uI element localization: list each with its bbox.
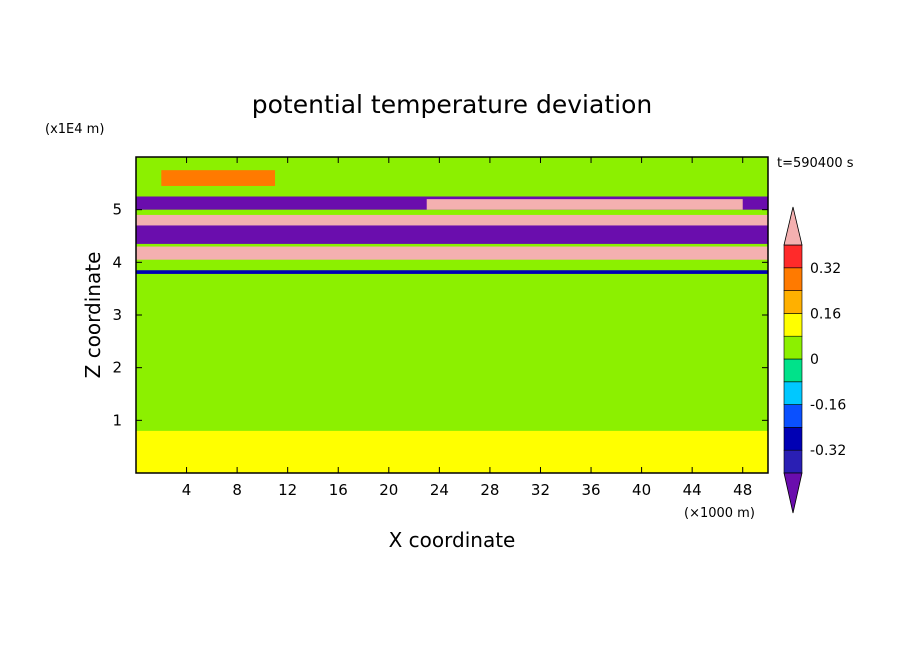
field-band-6 (136, 270, 768, 274)
x-tick-label: 4 (182, 481, 192, 499)
y-tick-label: 1 (112, 411, 122, 429)
colorbar-tick-label: -0.16 (810, 398, 846, 414)
field-band-2 (426, 199, 743, 210)
x-tick-label: 28 (480, 481, 499, 499)
y-tick-label: 2 (112, 359, 122, 377)
colorbar-tick-label: 0 (810, 352, 819, 368)
time-label: t=590400 s (777, 156, 854, 171)
colorbar: 0.32 0.16 0 -0.16 -0.32 (783, 206, 846, 514)
y-axis-label: Z coordinate (81, 252, 105, 379)
colorbar-segment (783, 267, 803, 291)
colorbar-segment (783, 404, 803, 428)
colorbar-tick-label: -0.32 (810, 443, 846, 459)
x-unit-label: (×1000 m) (684, 506, 755, 521)
x-tick-label: 44 (683, 481, 702, 499)
colorbar-top-arrow (783, 206, 803, 246)
plot-area (136, 157, 768, 473)
colorbar-bottom-arrow (783, 472, 803, 514)
y-axis: 1 2 3 4 5 (112, 201, 768, 429)
field-band-7 (136, 430, 768, 473)
x-axis-label: X coordinate (389, 528, 516, 552)
x-tick-label: 8 (232, 481, 242, 499)
y-tick-label: 4 (112, 253, 122, 271)
x-tick-label: 36 (581, 481, 600, 499)
colorbar-segment (783, 358, 803, 383)
colorbar-segment (783, 290, 803, 314)
colorbar-segment (783, 313, 803, 337)
colorbar-tick-label: 0.32 (810, 261, 841, 277)
colorbar-segment (783, 381, 803, 405)
x-tick-label: 12 (278, 481, 297, 499)
x-tick-label: 24 (430, 481, 449, 499)
colorbar-segment (783, 244, 803, 269)
x-axis: 4 8 12 16 20 24 28 32 36 40 44 48 (182, 157, 752, 499)
colorbar-tick-label: 0.16 (810, 306, 841, 322)
y-tick-label: 3 (112, 306, 122, 324)
y-unit-label: (x1E4 m) (45, 122, 104, 137)
x-tick-label: 20 (379, 481, 398, 499)
y-tick-label: 5 (112, 201, 122, 219)
colorbar-segment (783, 427, 803, 451)
colorbar-segment (783, 335, 803, 360)
x-tick-label: 40 (632, 481, 651, 499)
x-tick-label: 32 (531, 481, 550, 499)
field-band-0 (161, 170, 276, 186)
x-tick-label: 48 (733, 481, 752, 499)
colorbar-segment (783, 449, 803, 474)
x-tick-label: 16 (329, 481, 348, 499)
field-band-4 (136, 225, 768, 244)
field-band-5 (136, 246, 768, 260)
chart-title: potential temperature deviation (252, 90, 652, 119)
